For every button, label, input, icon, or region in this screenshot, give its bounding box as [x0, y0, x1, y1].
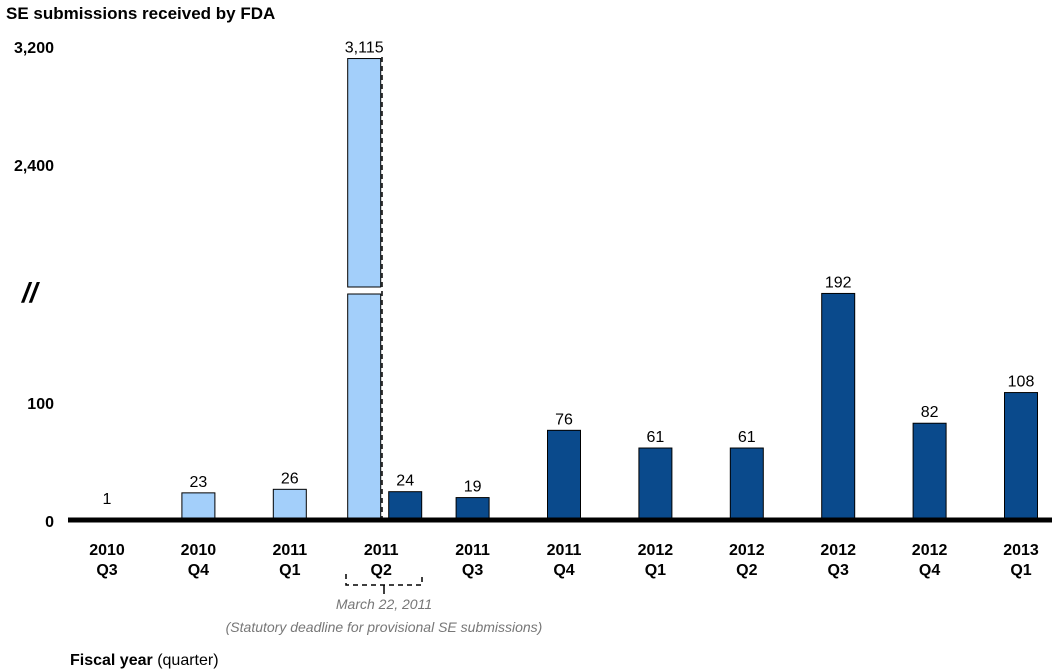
bar: [388, 491, 423, 521]
y-tick-label: 3,200: [14, 40, 54, 57]
bar-upper-segment: [347, 58, 382, 288]
x-tick-year: 2012: [638, 542, 674, 559]
data-label: 76: [555, 411, 573, 428]
x-tick-year: 2011: [364, 542, 399, 559]
annotation-date: March 22, 2011: [336, 596, 432, 612]
x-axis-label-suffix: (quarter): [157, 652, 218, 669]
x-tick-quarter: Q2: [371, 562, 392, 579]
data-label: 24: [396, 473, 414, 490]
x-ticks-layer: 2010 Q3 2010 Q4 2011 Q1 2011 Q2 2011 Q3 2011 Q4 2012…: [89, 542, 1039, 579]
data-label: 3,115: [345, 40, 384, 57]
x-tick-quarter: Q3: [462, 562, 483, 579]
bar: [181, 492, 216, 521]
data-label: 82: [921, 404, 939, 421]
x-tick-quarter: Q1: [279, 562, 300, 579]
x-tick-year: 2012: [912, 542, 948, 559]
data-label: 108: [1008, 374, 1035, 391]
x-tick-year: 2011: [455, 542, 490, 559]
bar: [1004, 392, 1038, 521]
x-axis-label: Fiscal year (quarter): [70, 652, 219, 669]
data-label: 61: [738, 429, 756, 446]
annotation-note: (Statutory deadline for provisional SE s…: [226, 619, 543, 635]
bar: [729, 447, 764, 521]
bar: [272, 488, 307, 521]
x-tick-quarter: Q1: [1010, 562, 1031, 579]
x-tick-year: 2010: [181, 542, 217, 559]
x-tick-year: 2012: [729, 542, 765, 559]
bar: [547, 429, 581, 521]
data-label: 61: [647, 429, 665, 446]
bars-layer: [90, 58, 1038, 521]
x-axis-label-main: Fiscal year: [70, 652, 153, 669]
x-tick-year: 2011: [272, 542, 307, 559]
bar-lower-segment: [347, 293, 382, 521]
x-tick-year: 2011: [547, 542, 582, 559]
bar: [912, 422, 947, 521]
x-tick-quarter: Q3: [96, 562, 117, 579]
bar: [821, 292, 856, 521]
bar: [638, 447, 673, 521]
x-tick-quarter: Q2: [736, 562, 757, 579]
axis-break-marker: //: [20, 277, 41, 308]
data-label: 23: [190, 474, 208, 491]
bar: [455, 497, 490, 521]
x-tick-year: 2010: [89, 542, 125, 559]
data-labels-layer: 1 23 26 3,115 24 19 76 61 61 192 82 108: [103, 40, 1035, 508]
y-tick-label: 0: [45, 514, 54, 531]
y-tick-label: 2,400: [14, 158, 54, 175]
x-tick-quarter: Q4: [188, 562, 209, 579]
data-label: 1: [103, 491, 112, 508]
data-label: 192: [825, 274, 852, 291]
x-tick-quarter: Q4: [553, 562, 574, 579]
data-label: 26: [281, 470, 299, 487]
chart-title: SE submissions received by FDA: [6, 4, 275, 23]
x-tick-quarter: Q4: [919, 562, 940, 579]
x-tick-year: 2013: [1003, 542, 1039, 559]
x-tick-year: 2012: [820, 542, 856, 559]
data-label: 19: [464, 479, 482, 496]
x-tick-quarter: Q1: [645, 562, 666, 579]
x-tick-quarter: Q3: [828, 562, 849, 579]
y-tick-label: 100: [27, 396, 54, 413]
